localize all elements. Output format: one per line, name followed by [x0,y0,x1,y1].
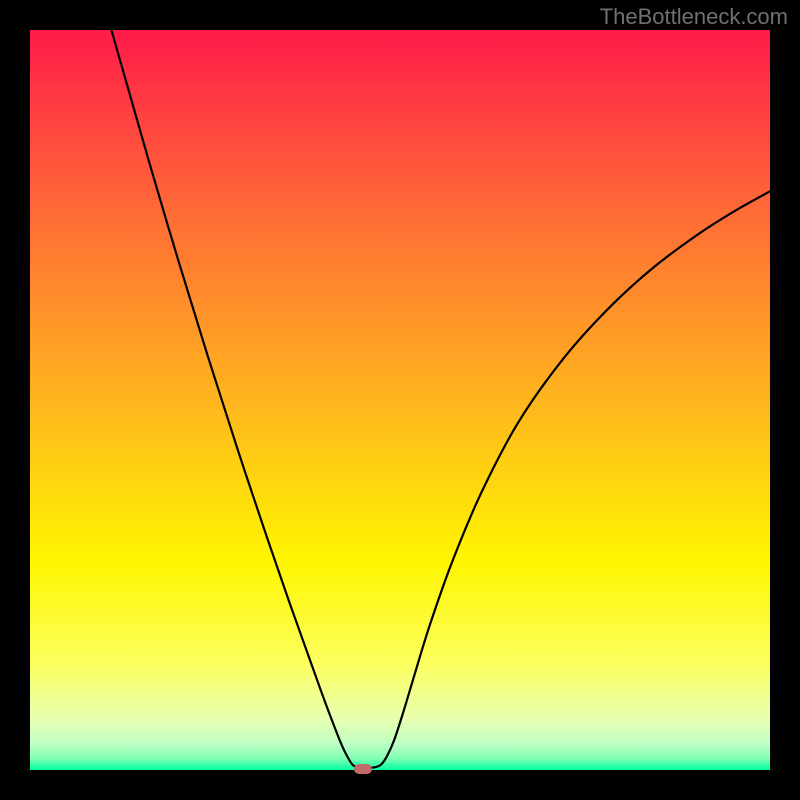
curve-path [111,30,770,768]
minimum-marker [354,764,372,774]
watermark-text: TheBottleneck.com [600,4,788,30]
bottleneck-curve [30,30,770,770]
plot-area [30,30,770,770]
